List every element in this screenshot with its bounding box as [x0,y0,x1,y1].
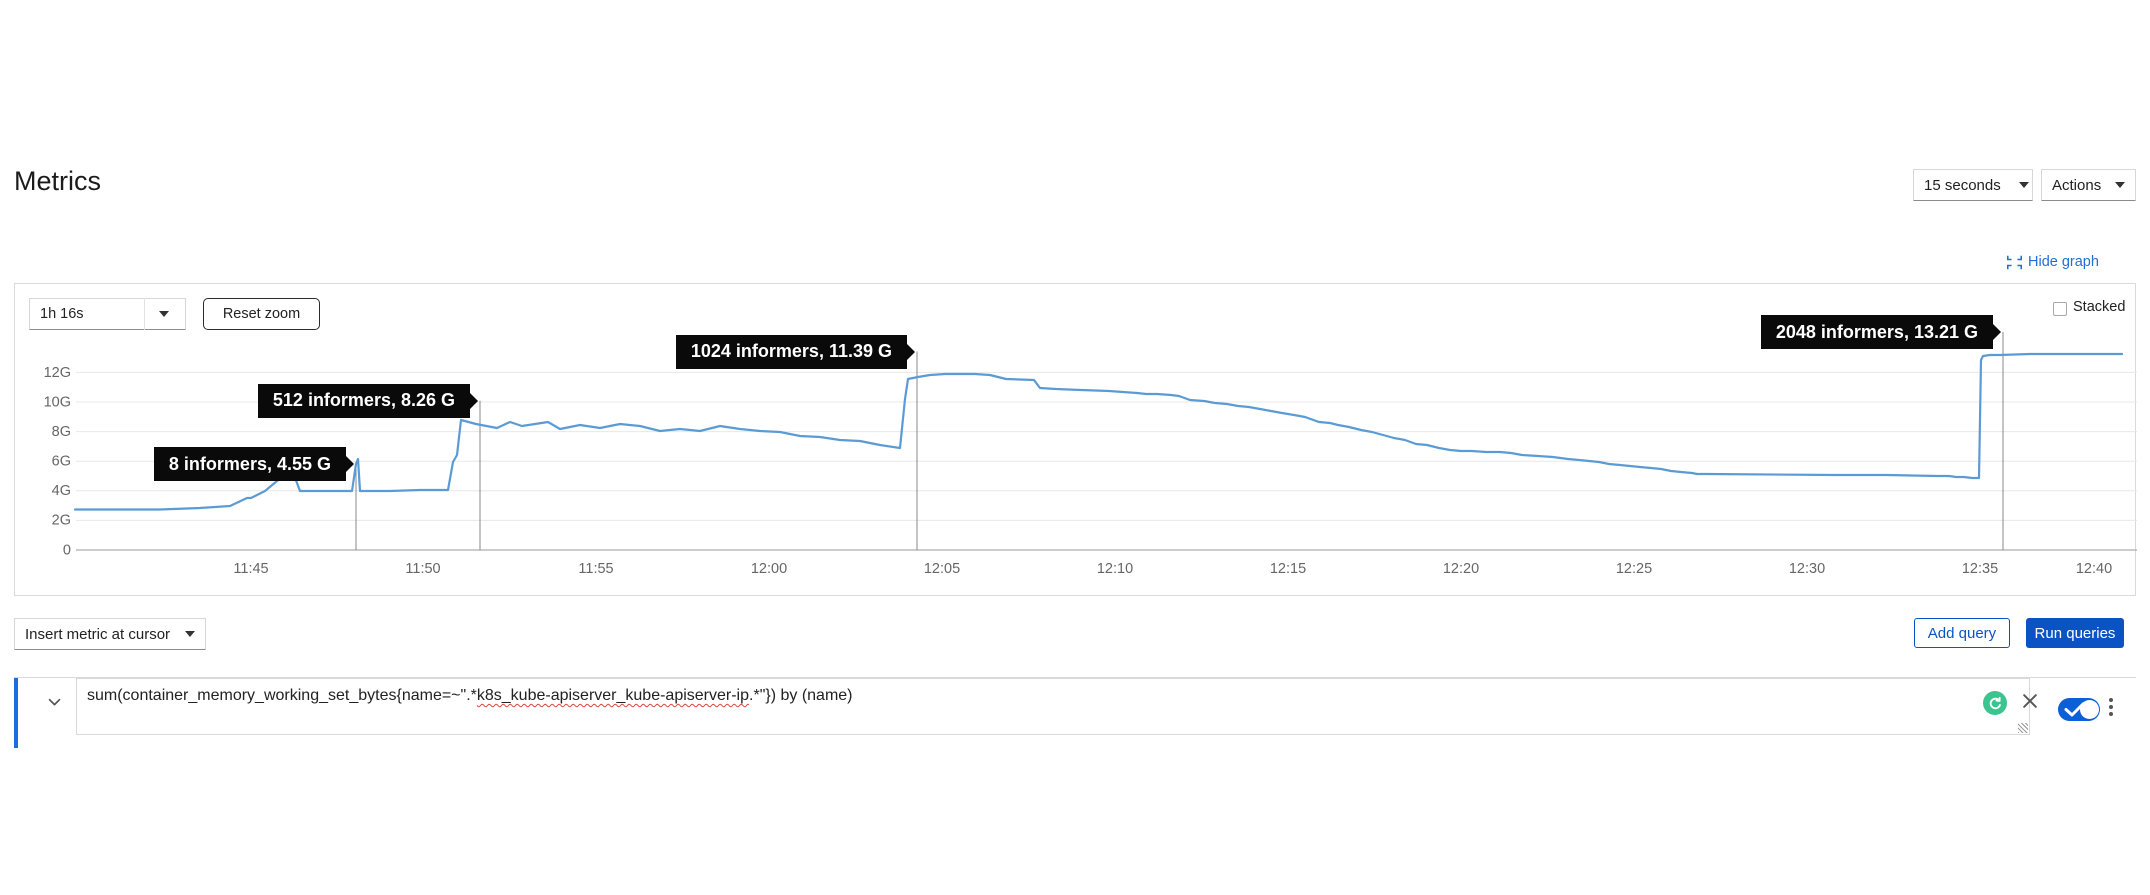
svg-text:12:40: 12:40 [2076,561,2112,577]
svg-text:12:15: 12:15 [1270,561,1306,577]
svg-text:11:45: 11:45 [233,561,268,577]
svg-text:11:50: 11:50 [405,561,440,577]
svg-text:12:30: 12:30 [1789,561,1825,577]
svg-text:10G: 10G [44,395,71,411]
svg-text:4G: 4G [52,483,71,499]
svg-text:2G: 2G [52,513,71,529]
svg-text:12:05: 12:05 [924,561,960,577]
svg-text:11:55: 11:55 [578,561,613,577]
svg-text:12:25: 12:25 [1616,561,1652,577]
svg-text:6G: 6G [52,454,71,470]
svg-text:12:20: 12:20 [1443,561,1479,577]
svg-text:12G: 12G [44,365,71,381]
svg-text:12:10: 12:10 [1097,561,1133,577]
svg-text:8G: 8G [52,424,71,440]
svg-text:12:00: 12:00 [751,561,787,577]
svg-text:0: 0 [63,543,71,559]
svg-text:12:35: 12:35 [1962,561,1998,577]
